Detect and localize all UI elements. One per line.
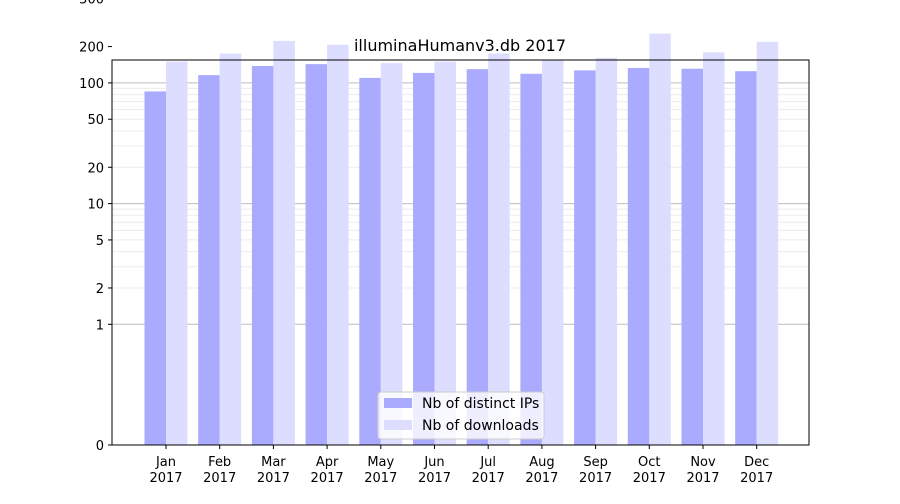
x-tick-label-year: 2017 <box>472 471 505 486</box>
x-tick-label-year: 2017 <box>203 471 236 486</box>
legend-box <box>377 391 545 440</box>
x-tick-label-month: Feb <box>208 455 231 470</box>
bar-downloads <box>649 33 671 446</box>
bar-distinct-ips <box>627 67 650 445</box>
legend-label-distinct-ips: Nb of distinct IPs <box>422 396 539 412</box>
y-tick-label: 5 <box>96 234 104 249</box>
legend-label-downloads: Nb of downloads <box>422 418 539 434</box>
y-tick-label: 1 <box>96 318 104 333</box>
x-tick-label-month: Aug <box>529 455 554 470</box>
y-tick-label: 2 <box>96 282 104 297</box>
x-tick-label-year: 2017 <box>686 471 719 486</box>
x-tick-label-month: Jun <box>423 455 444 470</box>
x-tick-label-month: May <box>367 455 394 470</box>
bar-distinct-ips <box>413 72 435 445</box>
bar-distinct-ips <box>305 64 328 445</box>
y-tick-label: 50 <box>87 113 104 128</box>
bar-downloads <box>488 53 510 445</box>
plot-frame <box>111 59 810 446</box>
x-tick-label-year: 2017 <box>364 471 397 486</box>
legend-swatch-distinct-ips <box>384 398 412 408</box>
y-tick-label: 20 <box>87 161 104 176</box>
bar-distinct-ips <box>359 77 381 445</box>
bar-downloads <box>541 59 564 446</box>
bar-distinct-ips <box>520 73 542 445</box>
bars <box>144 33 779 446</box>
x-tick-label-year: 2017 <box>418 471 451 486</box>
x-tick-label-year: 2017 <box>149 471 182 486</box>
y-tick-label: 500 <box>79 0 104 8</box>
x-tick-label-year: 2017 <box>311 471 344 486</box>
legend-swatch-downloads <box>384 420 412 430</box>
x-tick-label-month: Oct <box>638 455 660 470</box>
x-axis-ticks: Jan2017Feb2017Mar2017Apr2017May2017Jun20… <box>149 445 773 486</box>
y-tick-label: 200 <box>79 41 104 56</box>
bar-distinct-ips <box>574 70 596 446</box>
bar-distinct-ips <box>144 91 166 446</box>
bar-downloads <box>327 44 349 445</box>
bar-downloads <box>380 63 403 445</box>
x-tick-label-month: Jan <box>155 455 176 470</box>
x-tick-label-month: Mar <box>261 455 286 470</box>
chart-title: illuminaHumanv3.db 2017 <box>354 36 566 55</box>
bar-downloads <box>703 52 725 445</box>
x-tick-label-month: Sep <box>583 455 608 470</box>
x-tick-label-year: 2017 <box>633 471 666 486</box>
legend: Nb of distinct IPs Nb of downloads <box>377 391 545 440</box>
bar-distinct-ips <box>681 68 703 445</box>
x-tick-label-month: Jul <box>479 455 496 470</box>
bar-downloads <box>756 41 779 445</box>
y-tick-label: 100 <box>79 77 104 92</box>
x-tick-label-month: Nov <box>690 455 716 470</box>
y-tick-label: 0 <box>96 439 104 454</box>
x-tick-label-month: Dec <box>744 455 769 470</box>
bar-downloads <box>595 57 618 445</box>
bar-downloads <box>273 40 295 445</box>
y-axis-ticks: 01251020501002005001000 <box>79 0 112 454</box>
x-tick-label-year: 2017 <box>740 471 773 486</box>
bar-downloads <box>434 61 456 446</box>
bar-distinct-ips <box>198 75 220 445</box>
bar-distinct-ips <box>735 71 757 445</box>
bar-distinct-ips <box>251 66 274 445</box>
x-tick-label-year: 2017 <box>525 471 558 486</box>
x-tick-label-month: Apr <box>316 455 339 470</box>
bar-downloads <box>219 53 242 445</box>
x-tick-label-year: 2017 <box>579 471 612 486</box>
x-tick-label-year: 2017 <box>257 471 290 486</box>
bar-distinct-ips <box>466 69 489 445</box>
y-tick-label: 10 <box>87 198 104 213</box>
bar-downloads <box>166 61 188 446</box>
